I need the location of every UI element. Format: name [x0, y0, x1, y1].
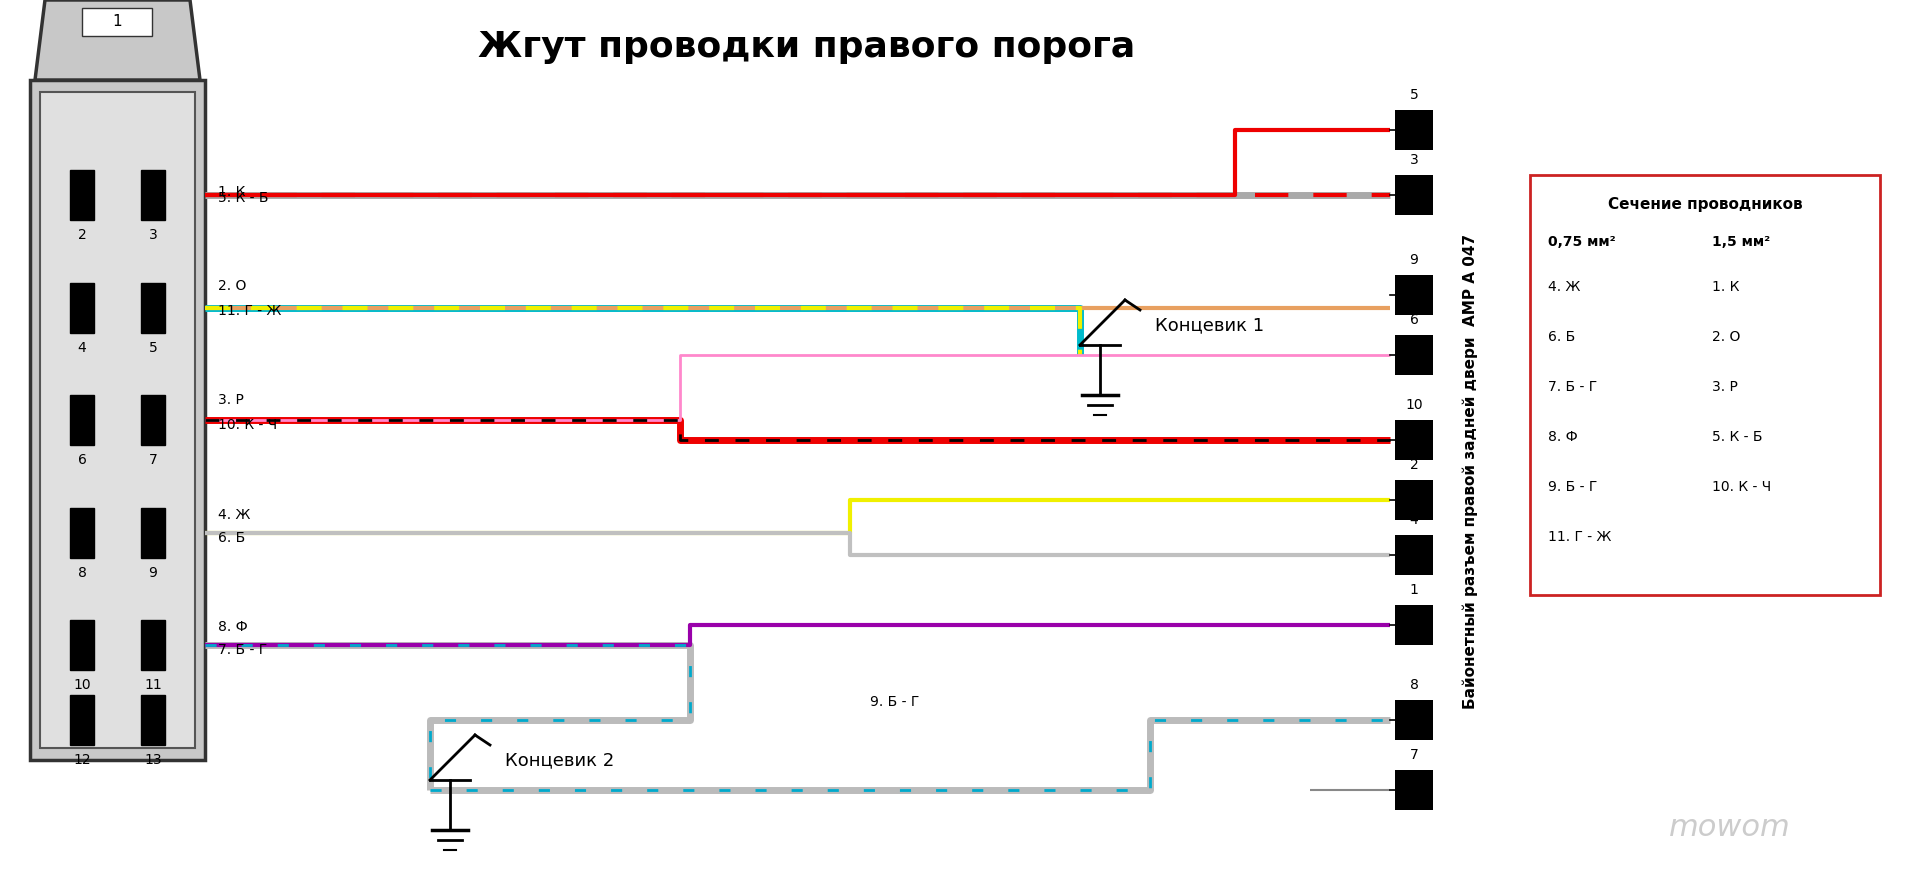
- Text: 2: 2: [1409, 458, 1419, 472]
- Text: 2. О: 2. О: [1713, 330, 1740, 344]
- Text: 5. К - Б: 5. К - Б: [1713, 430, 1763, 444]
- Text: 7: 7: [148, 453, 157, 467]
- FancyBboxPatch shape: [1396, 700, 1432, 740]
- FancyBboxPatch shape: [140, 283, 165, 333]
- FancyBboxPatch shape: [69, 283, 94, 333]
- Text: 2: 2: [77, 228, 86, 242]
- Text: 8. Ф: 8. Ф: [1548, 430, 1578, 444]
- FancyBboxPatch shape: [140, 695, 165, 745]
- Text: 7. Б - Г: 7. Б - Г: [219, 643, 267, 657]
- Polygon shape: [35, 0, 200, 80]
- Text: 3: 3: [1409, 153, 1419, 167]
- Text: 3. Р: 3. Р: [1713, 380, 1738, 394]
- Text: Сечение проводников: Сечение проводников: [1607, 197, 1803, 212]
- Text: 4: 4: [1409, 513, 1419, 527]
- FancyBboxPatch shape: [40, 92, 196, 748]
- Text: 1. К: 1. К: [219, 185, 246, 199]
- Text: 9: 9: [1409, 253, 1419, 267]
- Text: Концевик 2: Концевик 2: [505, 751, 614, 769]
- Text: 8: 8: [1409, 678, 1419, 692]
- Text: 3. Р: 3. Р: [219, 393, 244, 407]
- Text: 11. Г - Ж: 11. Г - Ж: [219, 304, 282, 318]
- FancyBboxPatch shape: [1396, 275, 1432, 315]
- FancyBboxPatch shape: [69, 508, 94, 558]
- FancyBboxPatch shape: [140, 170, 165, 220]
- Text: 3: 3: [148, 228, 157, 242]
- Text: Жгут проводки правого порога: Жгут проводки правого порога: [478, 30, 1135, 64]
- Text: 11: 11: [144, 678, 161, 692]
- Text: 11. Г - Ж: 11. Г - Ж: [1548, 530, 1611, 544]
- FancyBboxPatch shape: [1396, 335, 1432, 375]
- Text: 1: 1: [111, 14, 121, 29]
- FancyBboxPatch shape: [1396, 175, 1432, 215]
- FancyBboxPatch shape: [140, 508, 165, 558]
- Text: 0,75 мм²: 0,75 мм²: [1548, 235, 1615, 249]
- Text: 6. Б: 6. Б: [1548, 330, 1574, 344]
- Text: 2. О: 2. О: [219, 279, 246, 293]
- Text: 10: 10: [73, 678, 90, 692]
- Text: 10: 10: [1405, 398, 1423, 412]
- Text: 4: 4: [77, 341, 86, 355]
- Text: 8. Ф: 8. Ф: [219, 620, 248, 634]
- Text: Байонетный разъем правой задней двери  АМР А 047: Байонетный разъем правой задней двери АМ…: [1463, 234, 1478, 709]
- Text: 9. Б - Г: 9. Б - Г: [870, 695, 920, 709]
- Text: 4. Ж: 4. Ж: [1548, 280, 1580, 294]
- FancyBboxPatch shape: [1396, 420, 1432, 460]
- Text: 9. Б - Г: 9. Б - Г: [1548, 480, 1597, 494]
- FancyBboxPatch shape: [1396, 480, 1432, 520]
- FancyBboxPatch shape: [31, 80, 205, 760]
- FancyBboxPatch shape: [1396, 535, 1432, 575]
- FancyBboxPatch shape: [1530, 175, 1880, 595]
- Text: 6. Б: 6. Б: [219, 531, 246, 545]
- Text: 4. Ж: 4. Ж: [219, 508, 250, 522]
- FancyBboxPatch shape: [140, 395, 165, 445]
- Text: 5. К - Б: 5. К - Б: [219, 191, 269, 205]
- Text: 7: 7: [1409, 748, 1419, 762]
- FancyBboxPatch shape: [69, 620, 94, 670]
- Text: 5: 5: [148, 341, 157, 355]
- Text: 10. К - Ч: 10. К - Ч: [1713, 480, 1770, 494]
- FancyBboxPatch shape: [83, 8, 152, 36]
- Text: 7. Б - Г: 7. Б - Г: [1548, 380, 1597, 394]
- FancyBboxPatch shape: [1396, 110, 1432, 150]
- FancyBboxPatch shape: [1396, 770, 1432, 810]
- Text: Концевик 1: Концевик 1: [1156, 316, 1263, 334]
- Text: 1. К: 1. К: [1713, 280, 1740, 294]
- Text: 12: 12: [73, 753, 90, 767]
- Text: mowom: mowom: [1668, 813, 1791, 842]
- FancyBboxPatch shape: [69, 395, 94, 445]
- Text: 1: 1: [1409, 583, 1419, 597]
- FancyBboxPatch shape: [140, 620, 165, 670]
- Text: 10. К - Ч: 10. К - Ч: [219, 418, 276, 432]
- Text: 9: 9: [148, 566, 157, 580]
- Text: 5: 5: [1409, 88, 1419, 102]
- Text: 6: 6: [77, 453, 86, 467]
- Text: 13: 13: [144, 753, 161, 767]
- FancyBboxPatch shape: [69, 170, 94, 220]
- Text: 6: 6: [1409, 313, 1419, 327]
- Text: 1,5 мм²: 1,5 мм²: [1713, 235, 1770, 249]
- FancyBboxPatch shape: [1396, 605, 1432, 645]
- FancyBboxPatch shape: [69, 695, 94, 745]
- Text: 8: 8: [77, 566, 86, 580]
